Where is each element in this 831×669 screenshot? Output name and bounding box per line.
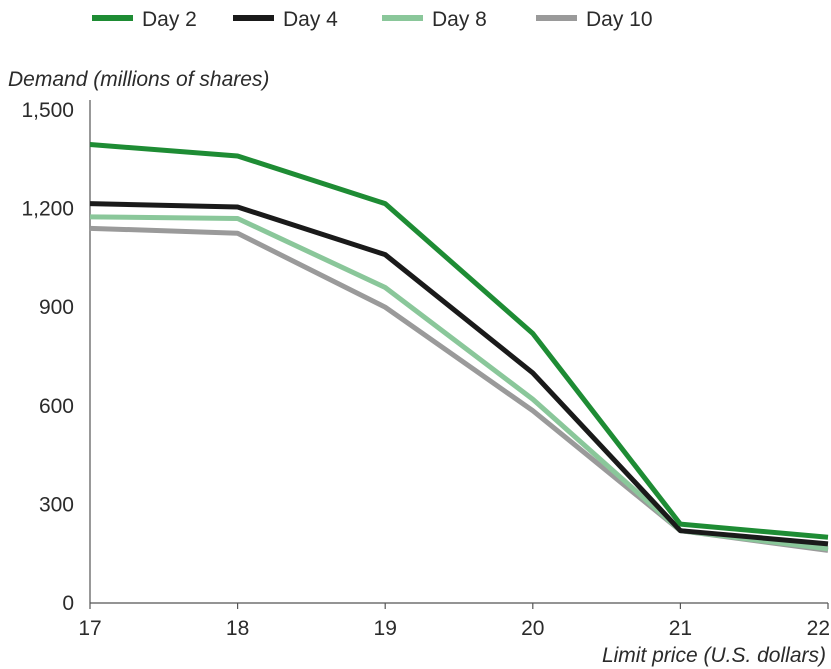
x-axis-title: Limit price (U.S. dollars): [602, 644, 826, 667]
y-tick-label: 900: [39, 296, 74, 319]
y-axis: 0 300 600 900 1,200 1,500: [21, 99, 91, 615]
legend-label: Day 2: [142, 8, 197, 31]
x-axis: 17 18 19 20 21 22: [78, 602, 830, 640]
legend-label: Day 8: [432, 8, 487, 31]
x-tick-label: 20: [521, 617, 544, 640]
y-tick-label: 0: [62, 592, 74, 615]
y-tick-label: 1,200: [21, 198, 74, 221]
x-tick-label: 19: [374, 617, 397, 640]
y-tick-label: 600: [39, 395, 74, 418]
legend: Day 2 Day 4 Day 8 Day 10: [92, 8, 653, 31]
legend-label: Day 10: [586, 8, 653, 31]
series-line-day-4: [89, 201, 829, 547]
x-tick-label: 18: [226, 617, 249, 640]
series-lines: [89, 142, 829, 553]
x-tick-label: 21: [669, 617, 692, 640]
series-line-day-2: [89, 142, 829, 540]
y-axis-title: Demand (millions of shares): [8, 68, 269, 91]
x-tick-label: 17: [78, 617, 101, 640]
x-tick-label: 22: [807, 617, 830, 640]
y-tick-label: 300: [39, 493, 74, 516]
y-tick-label: 1,500: [21, 99, 74, 122]
series-line-day-10: [89, 225, 829, 553]
legend-label: Day 4: [283, 8, 338, 31]
